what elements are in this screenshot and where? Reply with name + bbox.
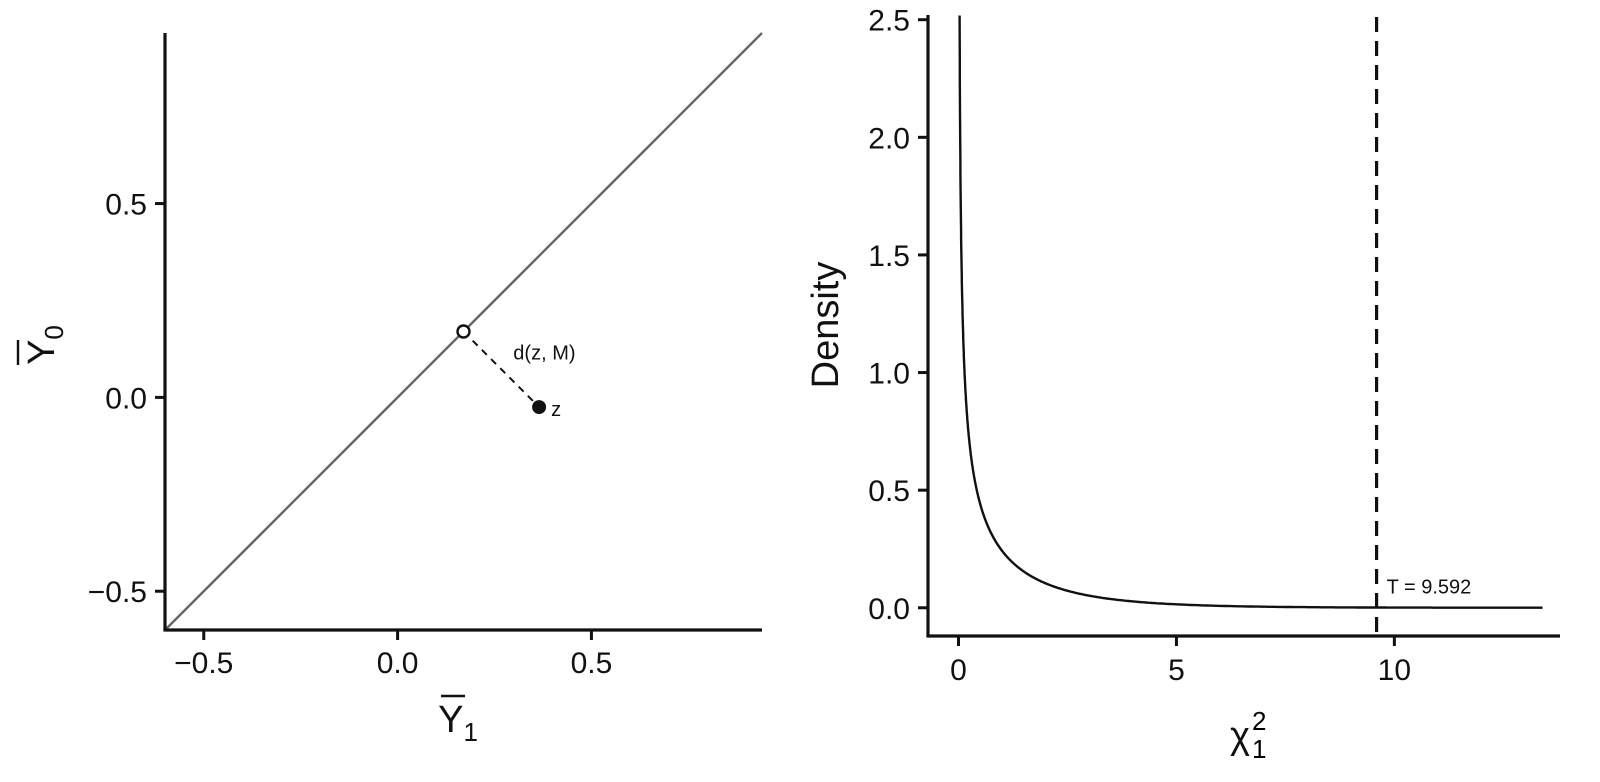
left-y-axis-subscript: 0 bbox=[39, 325, 69, 339]
left-x-tick-label: 0.5 bbox=[571, 647, 613, 680]
left-y-axis-letter: Y bbox=[21, 340, 63, 365]
right-x-axis-title-group: χ 2 1 bbox=[1230, 706, 1266, 764]
right-y-tick-label: 1.0 bbox=[868, 358, 910, 391]
right-x-axis-subscript: 1 bbox=[1252, 734, 1266, 764]
left-y-tick-label: 0.0 bbox=[105, 382, 147, 415]
left-x-tick-label: −0.5 bbox=[174, 647, 233, 680]
left-y-tick-label: −0.5 bbox=[88, 576, 147, 609]
right-panel: T = 9.592 0.00.51.01.52.02.5 0 5 10 χ 2 1 … bbox=[805, 5, 1560, 764]
left-x-axis-subscript: 1 bbox=[463, 717, 477, 747]
right-x-ticks: 0 5 10 bbox=[950, 636, 1411, 687]
left-y-ticks: −0.5 0.0 0.5 bbox=[88, 189, 165, 609]
right-x-tick-label: 0 bbox=[950, 654, 967, 687]
right-test-statistic-label: T = 9.592 bbox=[1387, 577, 1472, 599]
left-x-tick-label: 0.0 bbox=[377, 647, 419, 680]
right-x-tick-label: 10 bbox=[1378, 654, 1411, 687]
left-distance-label: d(z, M) bbox=[513, 342, 575, 364]
left-z-point bbox=[532, 400, 547, 415]
left-y-tick-label: 0.5 bbox=[105, 189, 147, 222]
right-y-tick-label: 2.0 bbox=[868, 122, 910, 155]
left-y-axis-title: Y0 bbox=[21, 325, 69, 365]
right-x-axis-title: χ bbox=[1230, 715, 1250, 757]
left-x-axis-letter: Y bbox=[438, 699, 463, 741]
left-z-label: z bbox=[551, 399, 561, 421]
left-x-ticks: −0.5 0.0 0.5 bbox=[174, 630, 612, 680]
right-y-ticks: 0.0 0.5 1.0 1.5 2.0 2.5 bbox=[868, 5, 928, 626]
right-y-tick-label: 0.5 bbox=[868, 475, 910, 508]
right-x-tick-label: 5 bbox=[1168, 654, 1185, 687]
left-y-axis-title-group: Y0 bbox=[16, 325, 69, 365]
left-x-axis-title: Y1 bbox=[438, 699, 478, 747]
left-panel: d(z, M) z −0.50.00.5 −0.5 0.0 0.5 Y1 Y0 bbox=[16, 32, 763, 747]
right-x-axis-superscript: 2 bbox=[1252, 706, 1266, 736]
left-projection-point bbox=[456, 324, 471, 339]
right-y-axis-title: Density bbox=[805, 262, 847, 389]
right-y-tick-label: 1.5 bbox=[868, 240, 910, 273]
right-density-curve bbox=[958, 15, 1543, 609]
right-y-tick-label: 2.5 bbox=[868, 5, 910, 38]
left-distance-segment bbox=[462, 330, 540, 408]
right-y-tick-label: 0.0 bbox=[868, 593, 910, 626]
